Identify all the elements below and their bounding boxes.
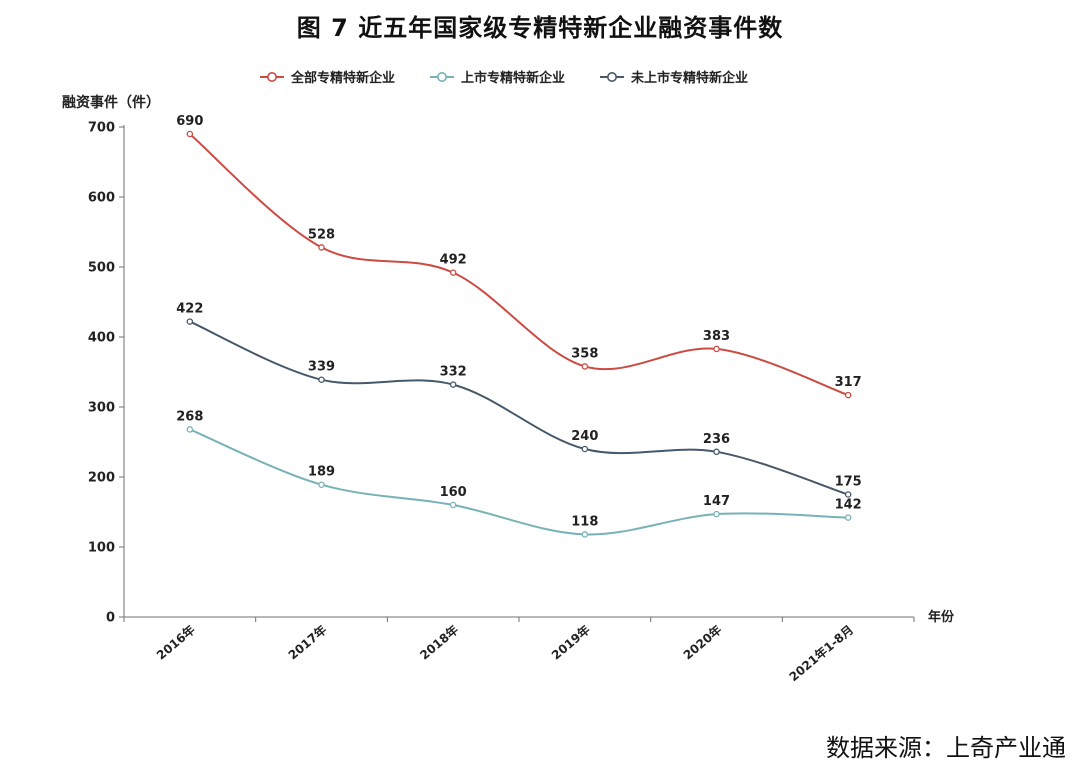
- series-line-1: [189, 133, 849, 397]
- source-note: 数据来源：上奇产业通: [826, 734, 1066, 762]
- data-label-2: 118: [571, 514, 598, 529]
- data-point-1: [844, 391, 852, 399]
- data-label-3: 339: [308, 360, 335, 375]
- legend-label-1: 全部专精特新企业: [290, 70, 395, 86]
- series-line-2: [189, 428, 849, 536]
- y-tick-label: 0: [106, 611, 115, 626]
- y-tick-label: 500: [88, 261, 115, 276]
- data-label-2: 160: [440, 485, 467, 500]
- legend-label-2: 上市专精特新企业: [461, 70, 565, 86]
- data-point-2: [318, 481, 325, 488]
- x-tick-label: 2020年: [680, 622, 724, 663]
- data-point-3: [449, 381, 457, 388]
- data-label-3: 422: [176, 302, 203, 317]
- y-tick-label: 400: [88, 331, 115, 346]
- x-tick-label: 2016年: [153, 622, 197, 663]
- y-axis-title: 融资事件（件）: [62, 94, 160, 111]
- x-tick-label: 2018年: [417, 622, 461, 663]
- x-tick-label: 2017年: [285, 622, 329, 663]
- data-label-2: 142: [835, 498, 862, 513]
- data-label-1: 528: [308, 227, 335, 242]
- data-point-1: [318, 244, 325, 251]
- data-label-1: 383: [703, 329, 730, 344]
- x-axis-title: 年份: [928, 609, 955, 625]
- page-title: 图 7 近五年国家级专精特新企业融资事件数: [296, 14, 784, 42]
- data-point-3: [318, 376, 325, 383]
- data-label-2: 268: [176, 409, 203, 424]
- legend-marker-3: [606, 72, 617, 83]
- data-point-2: [844, 514, 852, 521]
- data-point-3: [844, 491, 852, 498]
- data-point-3: [186, 318, 194, 325]
- legend-marker-1: [266, 72, 277, 83]
- x-tick-label: 2021年1-8月: [786, 622, 856, 684]
- data-label-3: 240: [571, 429, 598, 444]
- data-point-3: [581, 445, 589, 453]
- y-tick-label: 300: [88, 401, 115, 416]
- data-point-1: [186, 130, 194, 138]
- x-tick-label: 2019年: [548, 622, 592, 663]
- data-label-3: 236: [703, 432, 730, 447]
- data-point-1: [581, 363, 589, 370]
- data-point-2: [581, 531, 589, 538]
- data-point-1: [449, 269, 457, 276]
- legend-label-3: 未上市专精特新企业: [630, 70, 748, 86]
- data-label-1: 690: [176, 114, 203, 129]
- legend-marker-2: [436, 72, 447, 83]
- data-point-2: [449, 501, 457, 509]
- data-label-1: 358: [571, 346, 598, 361]
- y-tick-label: 600: [88, 191, 115, 206]
- data-point-2: [713, 510, 720, 518]
- data-label-3: 175: [835, 475, 862, 490]
- y-tick-label: 200: [88, 471, 115, 486]
- data-label-1: 317: [835, 375, 862, 390]
- data-label-3: 332: [440, 365, 467, 380]
- data-label-2: 189: [308, 465, 335, 480]
- y-tick-label: 100: [88, 541, 115, 556]
- data-point-1: [713, 345, 720, 353]
- y-tick-label: 700: [88, 121, 115, 136]
- data-point-2: [186, 426, 194, 433]
- data-point-3: [713, 448, 720, 456]
- series-line-3: [189, 320, 849, 496]
- data-label-2: 147: [703, 494, 730, 509]
- data-label-1: 492: [440, 253, 467, 268]
